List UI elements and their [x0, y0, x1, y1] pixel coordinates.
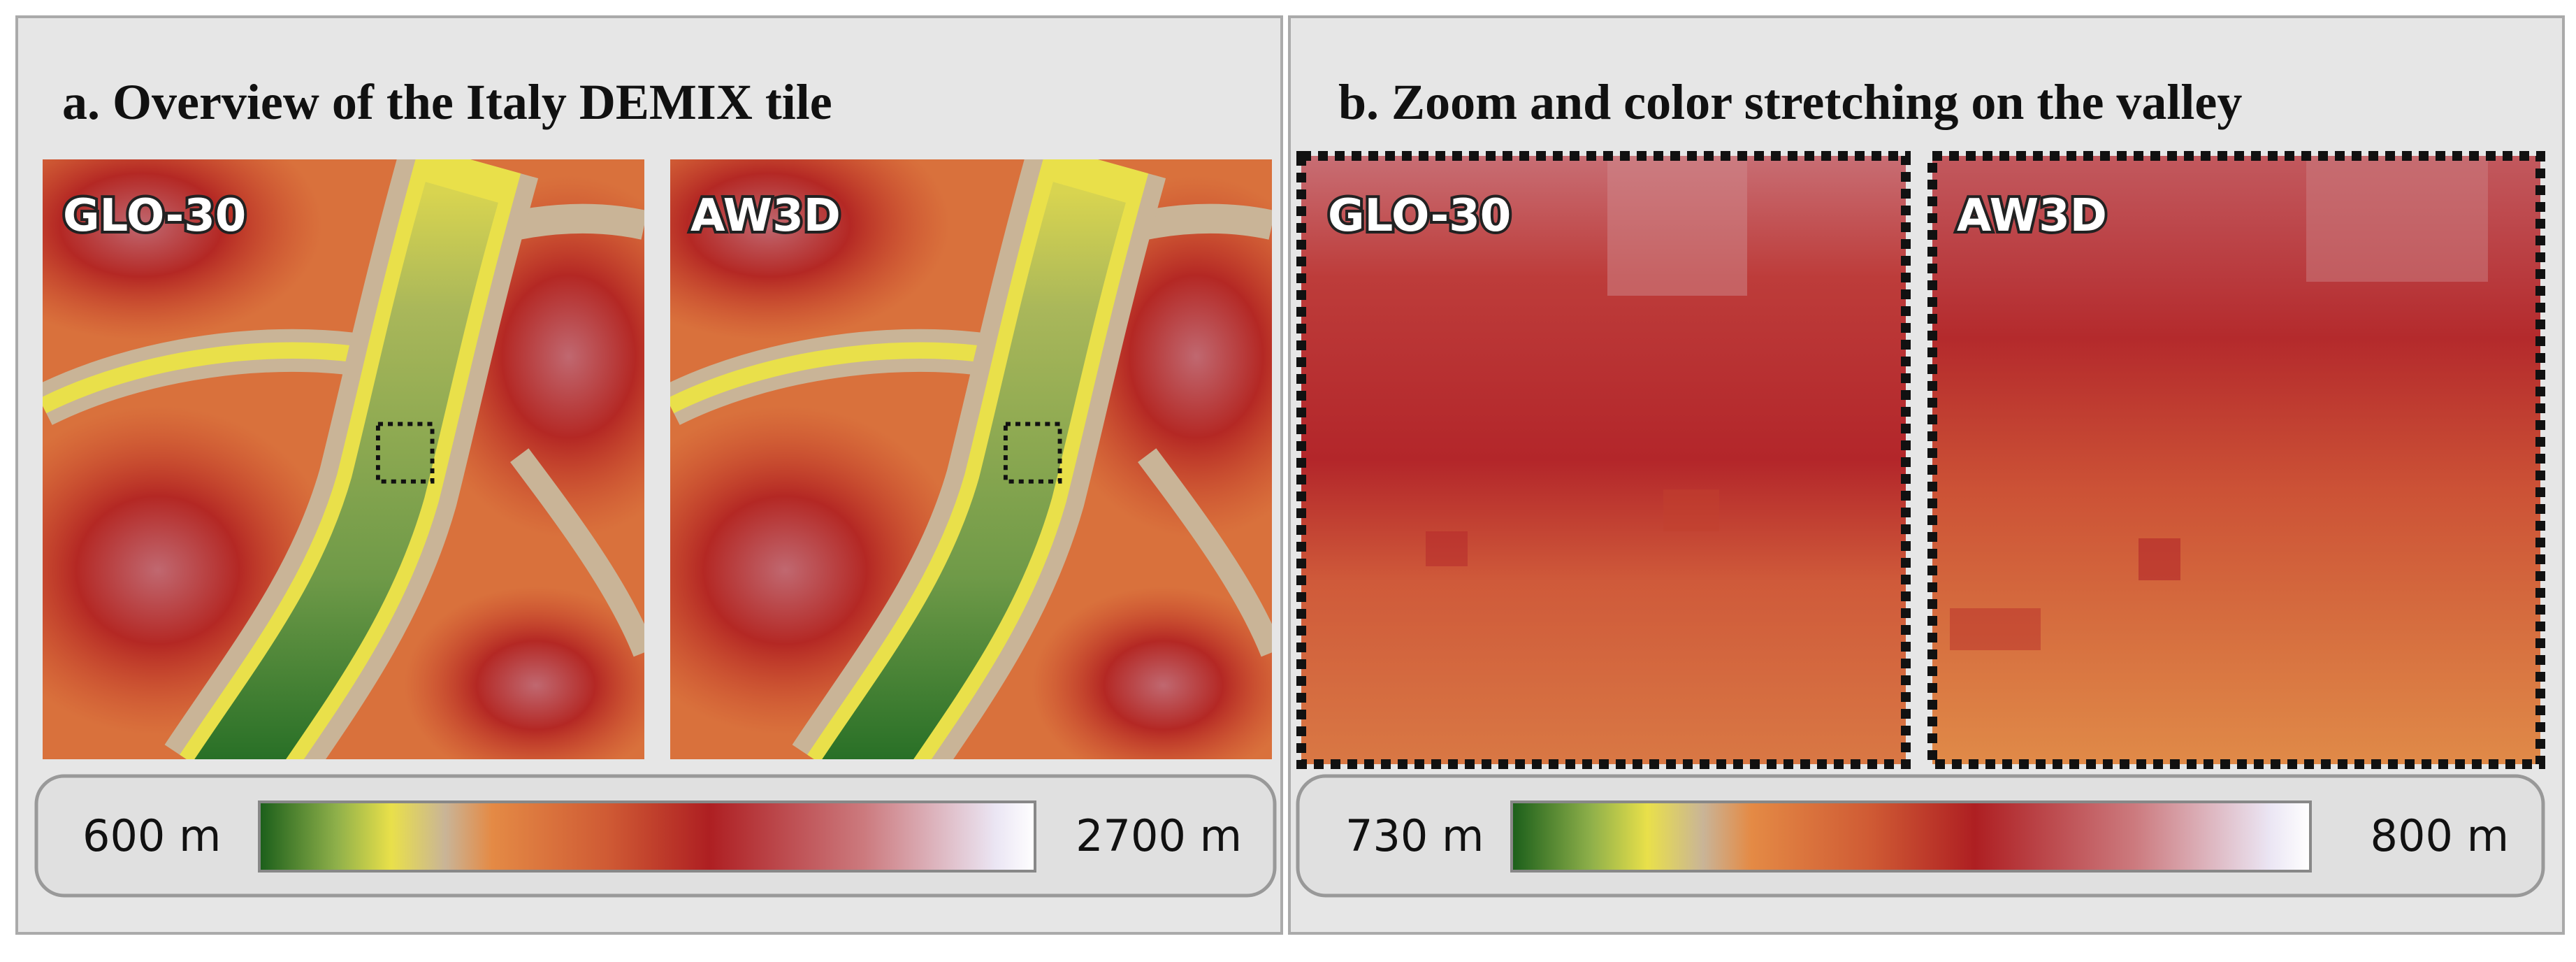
panel-title: b. Zoom and color stretching on the vall… [1338, 74, 2242, 130]
colorbar-min-label: 600 m [82, 810, 221, 861]
colorbar-min-label: 730 m [1345, 810, 1484, 861]
colorbar [258, 801, 1036, 873]
colorbar [1510, 801, 2312, 873]
map-label: AW3D [690, 190, 841, 242]
map-label: GLO-30 [1328, 190, 1511, 242]
map-label: AW3D [1957, 190, 2107, 242]
colorbar-max-label: 800 m [2371, 810, 2509, 861]
map-label: GLO-30 [63, 190, 246, 242]
zoom-image [1296, 151, 1911, 769]
colorbar-max-label: 2700 m [1076, 810, 1242, 861]
panel-title: a. Overview of the Italy DEMIX tile [62, 74, 832, 130]
zoom-image [1927, 151, 2545, 769]
